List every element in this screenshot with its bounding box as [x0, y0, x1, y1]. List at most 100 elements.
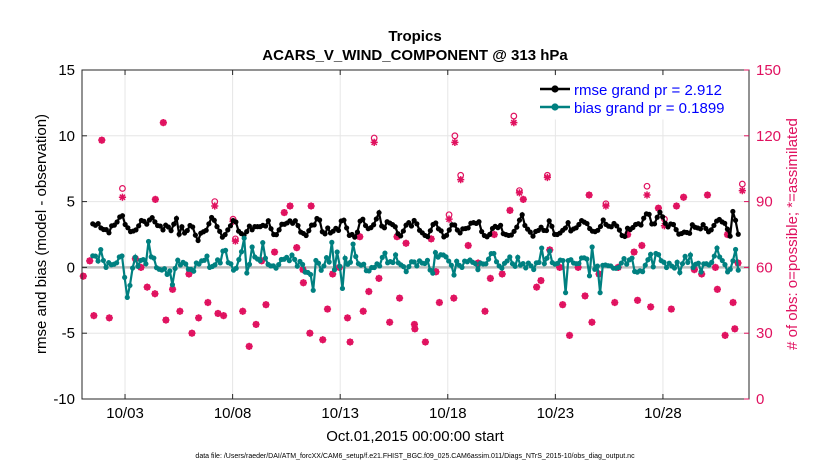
rmse-point — [263, 223, 269, 229]
bias-point — [183, 261, 189, 267]
assimilated-obs-marker — [510, 119, 518, 127]
assimilated-obs-marker — [721, 331, 729, 339]
rmse-point — [452, 222, 458, 228]
assimilated-obs-marker — [359, 307, 367, 315]
assimilated-obs-marker — [427, 235, 435, 243]
rmse-point — [638, 222, 644, 228]
assimilated-obs-marker — [643, 191, 651, 199]
bias-point — [499, 265, 505, 271]
rmse-point — [133, 227, 139, 233]
assimilated-obs-marker — [262, 301, 270, 309]
assimilated-obs-marker — [588, 318, 596, 326]
rmse-point — [433, 220, 439, 226]
rmse-point — [295, 222, 301, 229]
assimilated-obs-marker — [464, 241, 472, 250]
legend-rmse-label: rmse grand pr = 2.912 — [574, 82, 722, 99]
bias-point — [236, 257, 242, 263]
bias-point — [485, 256, 492, 262]
bias-point — [379, 254, 385, 260]
bias-point — [151, 255, 157, 261]
rmse-point — [651, 221, 658, 227]
bias-point — [562, 290, 569, 296]
assimilated-obs-marker — [176, 307, 184, 315]
possible-obs-marker — [510, 112, 518, 120]
bias-point — [260, 240, 266, 246]
assimilated-obs-marker — [533, 283, 541, 291]
x-tick-label: 10/18 — [429, 405, 467, 422]
bias-point — [361, 261, 367, 267]
assimilated-obs-marker — [98, 136, 106, 144]
bias-point — [520, 260, 526, 267]
rmse-point — [325, 225, 331, 231]
assimilated-obs-marker — [280, 208, 288, 217]
rmse-point — [246, 223, 253, 229]
rmse-point — [562, 225, 568, 231]
rmse-point — [730, 208, 736, 215]
bias-point — [507, 254, 513, 260]
assimilated-obs-marker — [151, 195, 159, 204]
bias-point — [539, 245, 545, 251]
bias-point — [682, 253, 688, 259]
bias-point — [238, 249, 245, 255]
assimilated-obs-marker — [711, 263, 720, 271]
bias-point — [523, 265, 529, 271]
assimilated-obs-marker — [723, 230, 732, 239]
bias-point — [228, 261, 234, 267]
assimilated-obs-marker — [672, 202, 681, 210]
bias-point — [307, 271, 314, 278]
legend-bias-marker — [551, 103, 559, 111]
bias-point — [645, 257, 651, 263]
rmse-point — [306, 228, 312, 234]
y-right-tick-label: 120 — [756, 128, 781, 145]
rmse-point — [516, 217, 523, 223]
rmse-point — [616, 227, 623, 233]
x-axis-label: Oct.01,2015 00:00:00 start — [326, 428, 504, 445]
bias-point — [244, 270, 250, 276]
assimilated-obs-marker — [211, 202, 219, 210]
bias-point — [576, 260, 582, 267]
rmse-point — [225, 227, 231, 233]
rmse-point — [735, 231, 741, 237]
rmse-point — [457, 230, 463, 236]
bias-point — [709, 259, 715, 265]
rmse-point — [546, 218, 552, 224]
assimilated-obs-marker — [411, 325, 419, 333]
rmse-point — [244, 229, 250, 235]
assimilated-obs-marker — [703, 191, 712, 199]
assimilated-obs-marker — [667, 305, 675, 313]
rmse-point — [476, 219, 482, 225]
bias-point — [698, 269, 704, 275]
bias-point — [122, 274, 128, 281]
assimilated-obs-marker — [515, 189, 524, 197]
assimilated-obs-marker — [611, 298, 619, 307]
rmse-point — [622, 233, 628, 240]
rmse-point — [168, 228, 174, 234]
bias-point — [132, 254, 138, 260]
assimilated-obs-marker — [162, 316, 170, 324]
bias-point — [679, 261, 686, 267]
data-file-footnote: data file: /Users/raeder/DAI/ATM_forcXX/… — [195, 453, 635, 460]
bias-point — [621, 255, 627, 262]
assimilated-obs-marker — [630, 248, 638, 256]
assimilated-obs-marker — [159, 119, 167, 127]
assimilated-obs-marker — [375, 274, 383, 282]
bias-point — [169, 282, 176, 288]
rmse-point — [646, 211, 652, 217]
rmse-point — [614, 223, 620, 229]
bias-point — [512, 263, 518, 269]
bias-point — [321, 263, 327, 269]
assimilated-obs-marker — [365, 287, 373, 296]
rmse-point — [398, 233, 404, 239]
bias-point — [454, 258, 460, 264]
bias-point — [541, 261, 547, 267]
y-right-tick-label: 90 — [756, 194, 773, 211]
rmse-point — [354, 229, 361, 235]
y-axis-right-label: # of obs: o=possible; *=assimilated — [784, 118, 801, 350]
bias-point — [337, 263, 343, 269]
bias-point — [135, 263, 141, 269]
rmse-point — [317, 217, 323, 223]
rmse-point — [414, 221, 420, 227]
assimilated-obs-marker — [498, 270, 506, 278]
bias-point — [722, 262, 728, 268]
bias-point — [289, 252, 295, 258]
